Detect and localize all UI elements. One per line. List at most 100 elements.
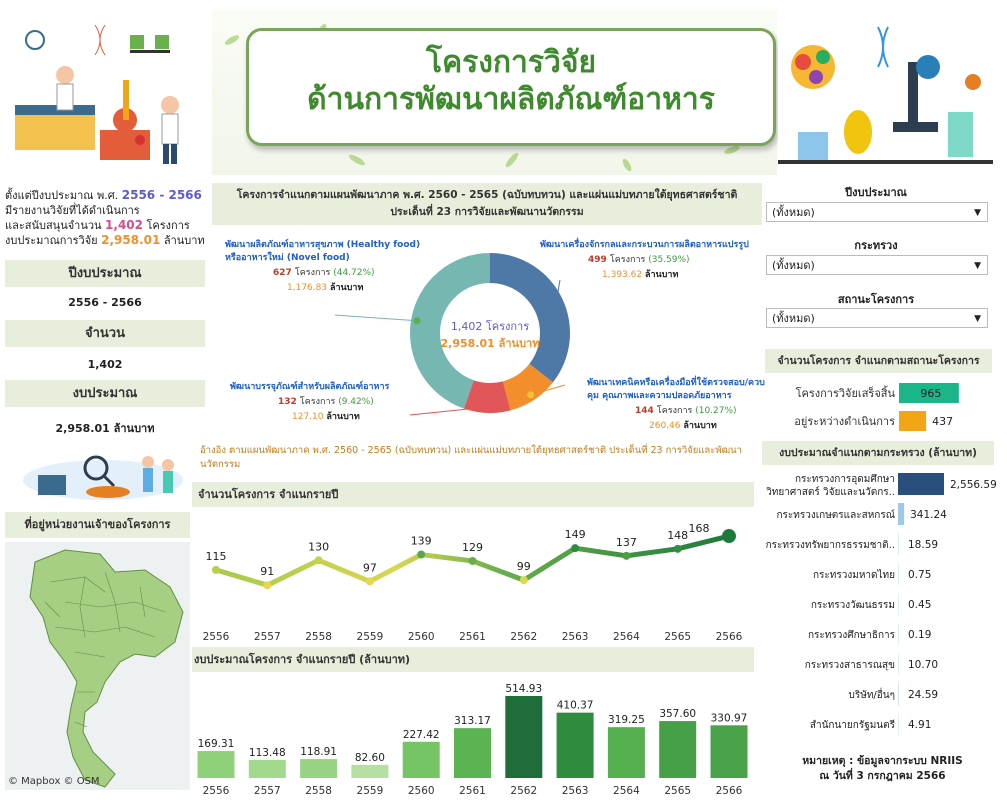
donut-leader-line: [409, 406, 488, 416]
line-point[interactable]: [263, 581, 272, 590]
budget-bar[interactable]: [607, 727, 645, 778]
ministry-bar-label: 2,556.59: [950, 479, 997, 491]
status-bar[interactable]: [899, 411, 927, 431]
budget-x-tick: 2563: [562, 785, 589, 797]
line-value-label: 137: [616, 536, 637, 549]
donut-slice[interactable]: [463, 380, 511, 413]
kpi-year-header: ปีงบประมาณ: [5, 260, 205, 287]
ministry-category-label: กระทรวงวัฒนธรรม: [811, 600, 895, 611]
summary-years: 2556 - 2566: [121, 188, 202, 202]
budget-x-tick: 2562: [510, 785, 537, 797]
ministry-category-label: กระทรวงทรัพยากรธรรมชาติ..: [766, 540, 895, 551]
title-line1: โครงการวิจัย: [425, 45, 597, 80]
kpi-year-value: 2556 - 2566: [68, 296, 142, 309]
budget-x-tick: 2566: [716, 785, 743, 797]
budget-bar[interactable]: [659, 721, 697, 778]
filter-year-select[interactable]: (ทั้งหมด) ▼: [766, 202, 988, 222]
ministry-bar[interactable]: [898, 473, 944, 495]
donut-title-line1: โครงการจำแนกตามแผนพัฒนาภาค พ.ศ. 2560 - 2…: [236, 189, 738, 201]
budget-bar[interactable]: [556, 712, 594, 778]
line-point[interactable]: [212, 565, 220, 574]
budget-bar-label: 82.60: [355, 752, 385, 764]
line-point[interactable]: [519, 576, 528, 585]
line-value-label: 91: [260, 565, 274, 578]
line-x-tick: 2563: [562, 631, 589, 643]
budget-bar[interactable]: [197, 751, 235, 778]
kpi-count-header: จำนวน: [5, 320, 205, 347]
line-point[interactable]: [622, 551, 631, 560]
donut-title: โครงการจำแนกตามแผนพัฒนาภาค พ.ศ. 2560 - 2…: [212, 183, 762, 225]
status-category-label: โครงการวิจัยเสร็จสิ้น: [796, 385, 896, 400]
summary-line2: มีรายงานวิจัยที่ได้ดำเนินการ: [5, 204, 140, 217]
ministry-category-label: บริษัท/อื่นๆ: [849, 687, 895, 701]
dropdown-arrow-icon: ▼: [974, 314, 981, 324]
line-point[interactable]: [468, 556, 477, 565]
line-x-tick: 2562: [510, 631, 537, 643]
line-point[interactable]: [722, 529, 736, 544]
donut-center-count: 1,402 โครงการ: [451, 319, 529, 333]
budget-bar[interactable]: [454, 728, 491, 778]
line-value-label: 139: [411, 535, 432, 548]
donut-slice[interactable]: [490, 253, 570, 383]
donut-label-count: 144 โครงการ (10.27%): [635, 405, 737, 416]
ministry-bar-label: 24.59: [908, 689, 938, 701]
line-point[interactable]: [571, 544, 580, 553]
ministry-bar[interactable]: [898, 503, 905, 525]
donut-slice[interactable]: [410, 253, 490, 409]
line-x-tick: 2559: [357, 631, 384, 643]
ministry-bar-label: 0.19: [908, 629, 931, 641]
budget-x-tick: 2557: [254, 785, 281, 797]
kpi-budget-value: 2,958.01 ล้านบาท: [55, 422, 155, 435]
donut-footnote: อ้างอิง ตามแผนพัฒนาภาค พ.ศ. 2560 - 2565 …: [200, 445, 743, 470]
line-x-tick: 2565: [664, 631, 691, 643]
line-point[interactable]: [417, 550, 426, 559]
filter-status-value: (ทั้งหมด): [772, 312, 815, 325]
budget-x-tick: 2561: [459, 785, 486, 797]
donut-slice[interactable]: [502, 363, 553, 411]
donut-label-budget: 1,176.83 ล้านบาท: [287, 282, 363, 293]
budget-x-tick: 2565: [664, 785, 691, 797]
filter-ministry-value: (ทั้งหมด): [772, 259, 815, 272]
line-value-label: 129: [462, 541, 483, 554]
budget-bar[interactable]: [710, 725, 748, 778]
line-x-tick: 2557: [254, 631, 281, 643]
summary-count: 1,402: [105, 218, 144, 232]
budget-bar-label: 313.17: [454, 715, 491, 727]
line-x-tick: 2560: [408, 631, 435, 643]
status-bar[interactable]: [899, 383, 959, 403]
budget-bar[interactable]: [402, 741, 440, 778]
ministry-category-label: กระทรวงเกษตรและสหกรณ์: [776, 509, 895, 521]
budget-bar-label: 113.48: [249, 747, 286, 759]
summary-line4-suffix: ล้านบาท: [160, 234, 205, 247]
line-value-label: 149: [565, 528, 586, 541]
line-point[interactable]: [365, 577, 374, 586]
line-x-tick: 2561: [459, 631, 486, 643]
filter-ministry-select[interactable]: (ทั้งหมด) ▼: [766, 255, 988, 275]
line-chart-title: จำนวนโครงการ จำแนกรายปี: [192, 482, 754, 507]
kpi-count-value: 1,402: [87, 358, 123, 371]
line-point[interactable]: [314, 556, 323, 565]
donut-label-name: พัฒนาเครื่องจักรกลและกระบวนการผลิตอาหารแ…: [540, 237, 749, 250]
donut-label-name: หรืออาหารใหม่ (Novel food): [225, 251, 350, 263]
budget-bar[interactable]: [300, 759, 338, 778]
budget-x-tick: 2559: [357, 785, 384, 797]
ministry-bar-label: 4.91: [908, 719, 931, 731]
ministry-category-label: สำนักนายกรัฐมนตรี: [810, 719, 896, 731]
line-value-label: 148: [667, 529, 688, 542]
thailand-map[interactable]: © Mapbox © OSM: [5, 542, 190, 790]
budget-bar[interactable]: [505, 695, 543, 778]
donut-center-budget: 2,958.01 ล้านบาท: [441, 337, 540, 350]
donut-label-budget: 1,393.62 ล้านบาท: [602, 269, 678, 280]
lab-scientists-illustration: [5, 20, 195, 170]
budget-bar[interactable]: [351, 764, 389, 778]
donut-marker: [527, 391, 535, 399]
filter-status-select[interactable]: (ทั้งหมด) ▼: [766, 308, 988, 328]
budget-bar-label: 514.93: [505, 683, 542, 695]
status-bar-label: 965: [920, 387, 941, 400]
budget-x-tick: 2558: [305, 785, 332, 797]
line-x-tick: 2558: [305, 631, 332, 643]
budget-bar[interactable]: [248, 759, 286, 778]
line-point[interactable]: [673, 544, 682, 553]
ministry-bar-label: 10.70: [908, 659, 938, 671]
